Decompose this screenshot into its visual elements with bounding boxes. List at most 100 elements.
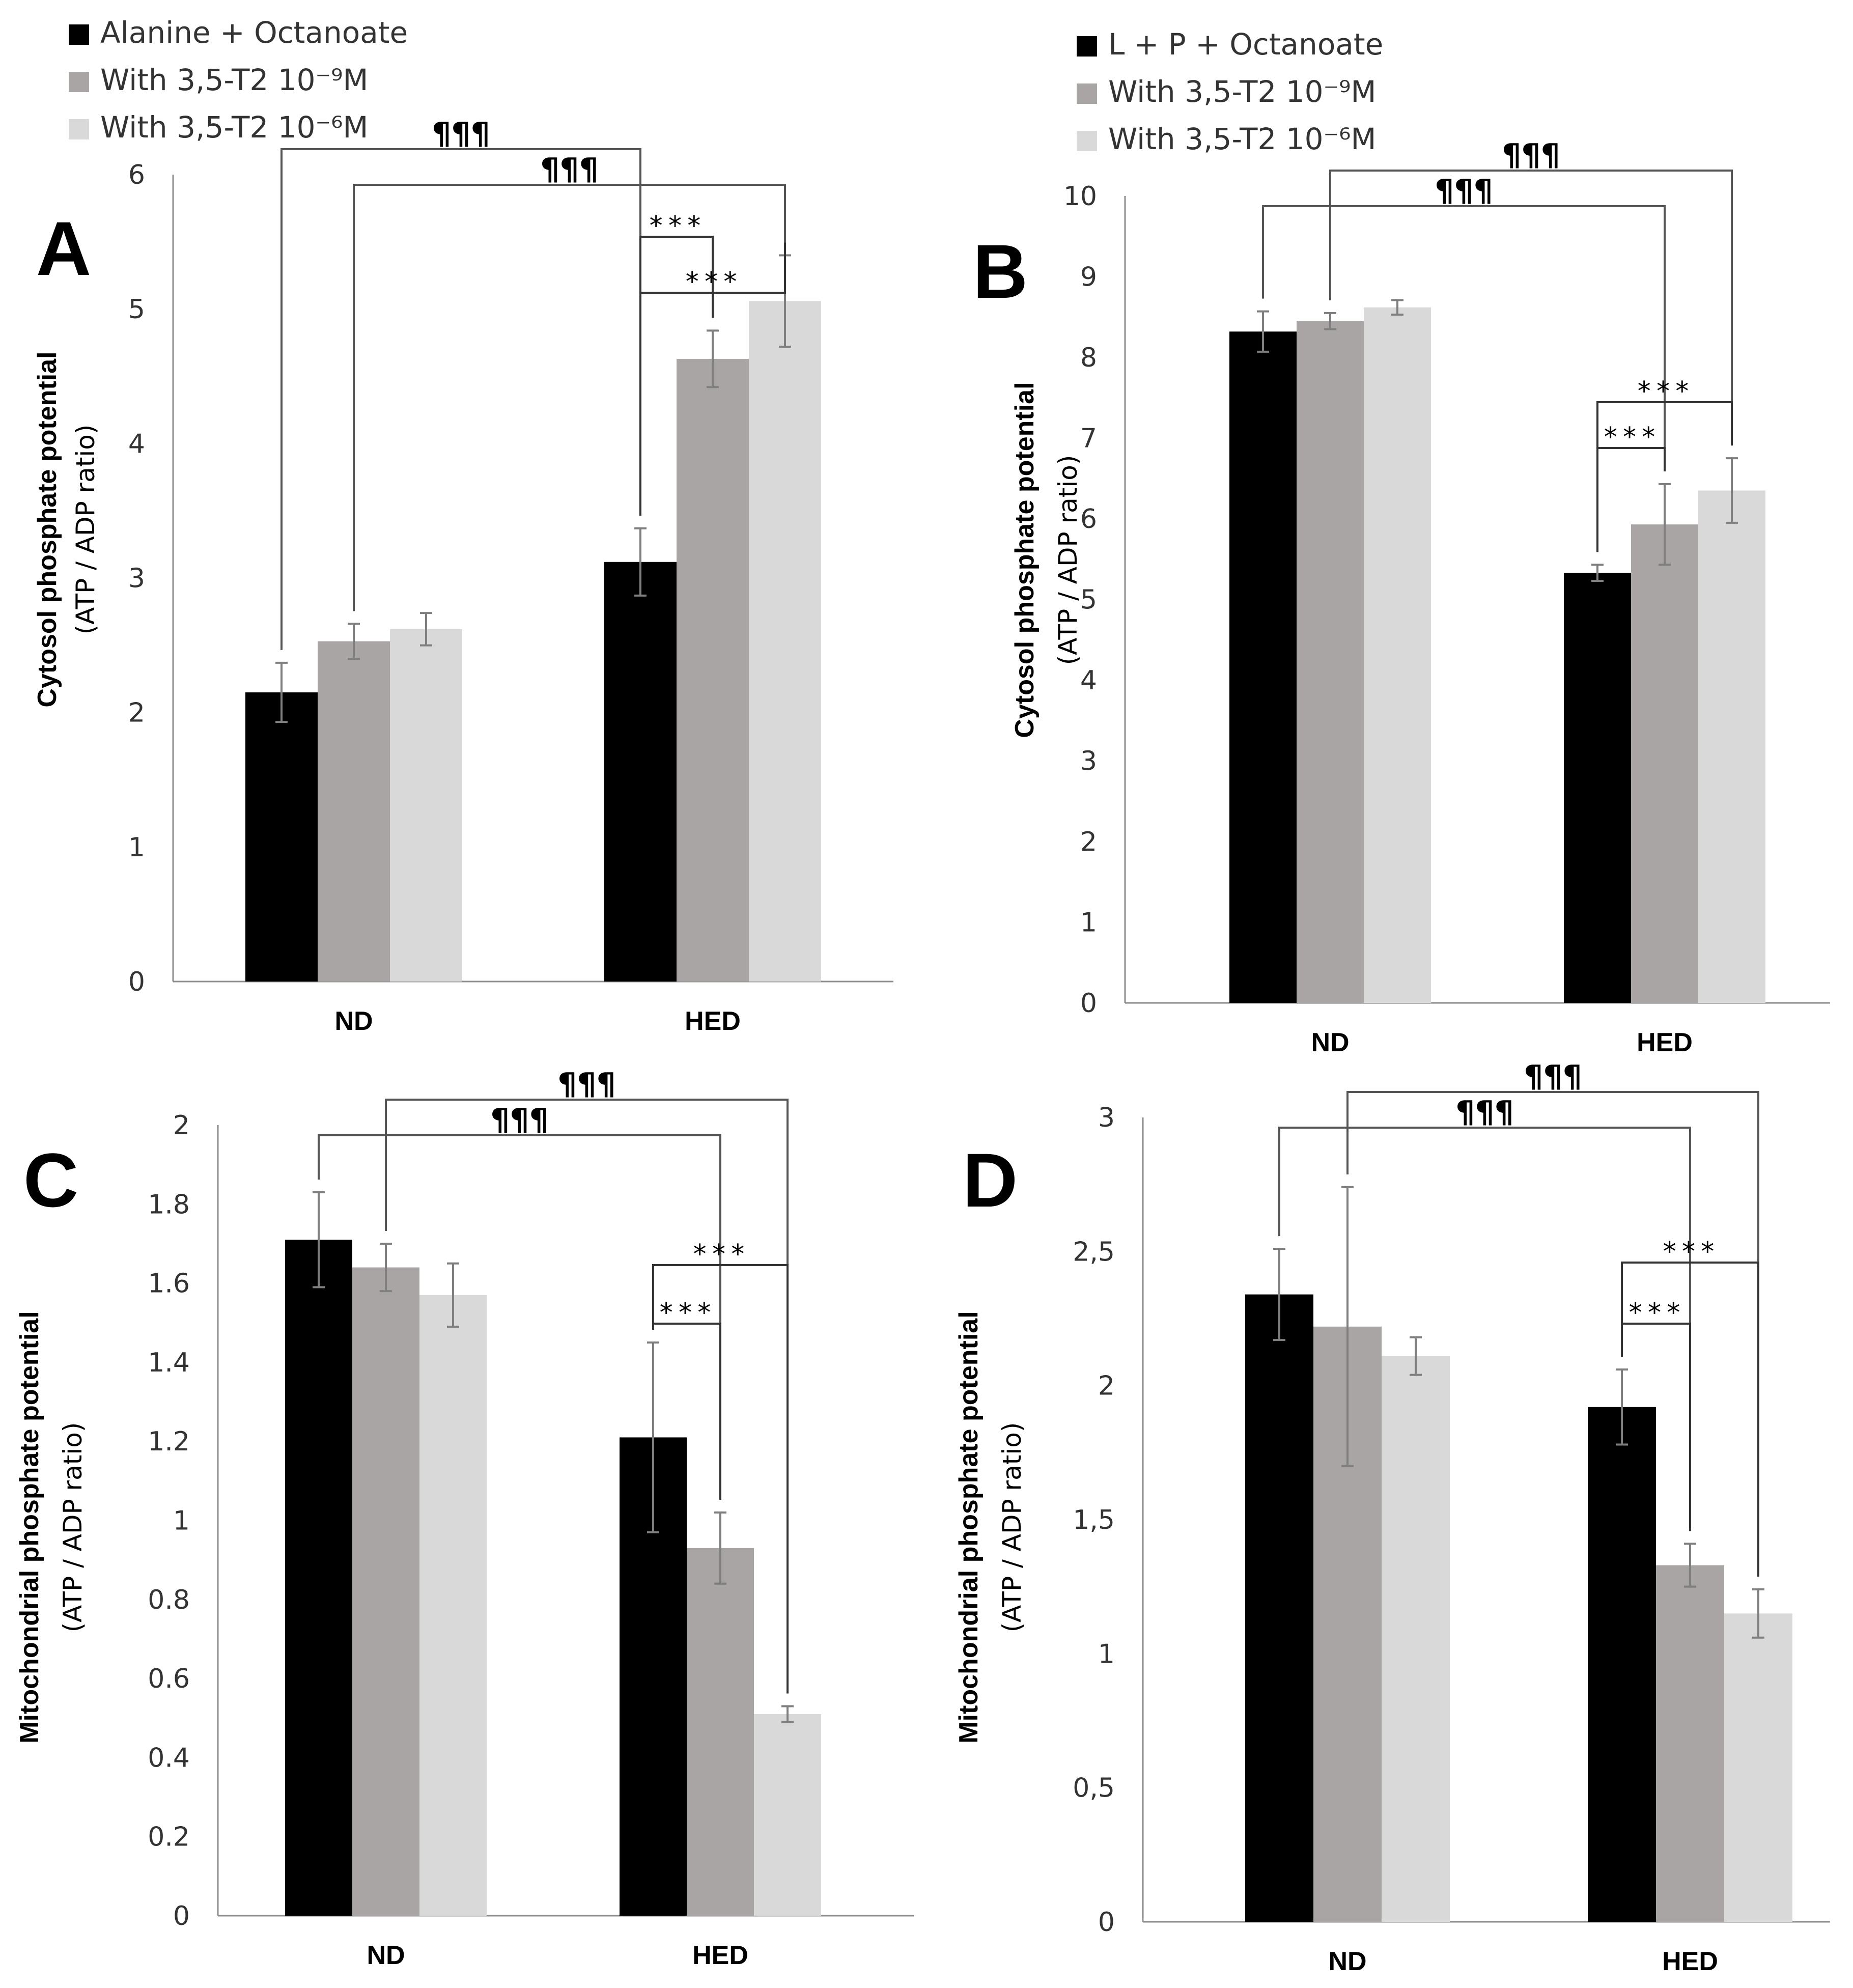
y-tick-label-C: 0.8: [148, 1585, 190, 1615]
significance-bracket-C: [318, 1134, 721, 1500]
y-axis-label-B: Cytosol phosphate potential: [1010, 382, 1040, 738]
panel-letter-B: B: [973, 229, 1028, 314]
x-category-label-B: HED: [1637, 1028, 1693, 1057]
legend_right: L + P + Octanoate With 3,5-T2 10⁻⁹M With 3…: [1077, 27, 1383, 156]
chart-D: D Mitochondrial phosphate potential (ATP /…: [954, 1059, 1830, 1976]
significance-bracket-D: [1621, 1262, 1759, 1577]
bar-C-nd-s0: [285, 1240, 352, 1916]
legend_right-swatch-1: [1077, 83, 1097, 104]
legend_left-swatch-1: [69, 72, 89, 92]
significance-label-A: ***: [648, 211, 705, 241]
significance-bracket-A: [280, 148, 641, 650]
chart-C: C Mitochondrial phosphate potential (ATP /…: [15, 1067, 914, 1970]
x-category-label-B: ND: [1311, 1028, 1349, 1057]
legend_right-label-2: With 3,5-T2 10⁻⁶M: [1108, 122, 1376, 156]
legend_left-label-2: With 3,5-T2 10⁻⁶M: [100, 110, 368, 145]
panel-letter-D: D: [963, 1137, 1018, 1223]
significance-bracket-C: [652, 1264, 789, 1694]
y-tick-label-B: 5: [1080, 585, 1097, 615]
y-tick-label-C: 2: [173, 1110, 190, 1141]
bar-C-hed-s1: [687, 1548, 754, 1916]
y-tick-label-C: 1.8: [148, 1189, 190, 1220]
legend_right-swatch-2: [1077, 131, 1097, 151]
x-category-label-A: ND: [334, 1006, 373, 1036]
bar-D-nd-s2: [1382, 1356, 1450, 1922]
panel-letter-A: A: [36, 206, 91, 291]
y-tick-label-C: 0.4: [148, 1743, 190, 1773]
y-tick-label-D: 2: [1098, 1371, 1115, 1402]
bar-B-hed-s1: [1631, 524, 1698, 1003]
significance-bracket-B: [1596, 447, 1666, 552]
bar-B-hed-s0: [1564, 573, 1631, 1003]
significance-bracket-B: [1262, 205, 1666, 471]
legend_right-swatch-0: [1077, 36, 1097, 57]
panel-letter-C: C: [23, 1137, 78, 1223]
bar-D-nd-s0: [1245, 1294, 1313, 1922]
y-tick-label-D: 3: [1098, 1103, 1115, 1133]
y-tick-label-A: 3: [128, 564, 145, 594]
bar-A-hed-s2: [749, 301, 821, 982]
significance-bracket-A: [353, 184, 786, 611]
chart-A: A Cytosol phosphate potential (ATP / ADP r…: [33, 116, 893, 1036]
y-axis-sublabel-D: (ATP / ADP ratio): [997, 1422, 1027, 1633]
bar-D-hed-s0: [1588, 1407, 1656, 1922]
significance-bracket-D: [1621, 1323, 1691, 1531]
bar-A-hed-s1: [677, 358, 749, 982]
y-axis-sublabel-B: (ATP / ADP ratio): [1053, 455, 1083, 665]
y-axis-label-A: Cytosol phosphate potential: [33, 351, 62, 707]
y-axis-label-D: Mitochondrial phosphate potential: [954, 1311, 984, 1743]
legend_right-label-1: With 3,5-T2 10⁻⁹M: [1108, 74, 1376, 109]
x-category-label-A: HED: [685, 1006, 741, 1036]
y-tick-label-D: 2,5: [1073, 1237, 1115, 1267]
legend_left-swatch-0: [69, 24, 89, 45]
significance-bracket-A: [639, 242, 786, 516]
y-tick-label-B: 2: [1080, 827, 1097, 857]
significance-label-B: ***: [1636, 376, 1693, 407]
y-tick-label-B: 0: [1080, 988, 1097, 1019]
y-tick-label-C: 1: [173, 1506, 190, 1536]
legend_left-label-1: With 3,5-T2 10⁻⁹M: [100, 63, 368, 97]
legend_right-label-0: L + P + Octanoate: [1108, 27, 1383, 62]
y-tick-label-B: 8: [1080, 343, 1097, 373]
y-tick-label-A: 5: [128, 294, 145, 325]
significance-label-C: ¶¶¶: [557, 1067, 616, 1102]
y-tick-label-C: 0.2: [148, 1822, 190, 1853]
y-tick-label-A: 1: [128, 832, 145, 863]
bar-A-nd-s0: [245, 692, 318, 982]
x-category-label-D: HED: [1662, 1947, 1718, 1976]
significance-label-D: ¶¶¶: [1524, 1059, 1582, 1095]
y-tick-label-D: 1,5: [1073, 1505, 1115, 1535]
bar-B-hed-s2: [1698, 490, 1765, 1003]
significance-label-B: ¶¶¶: [1435, 173, 1493, 209]
significance-label-B: ***: [1603, 422, 1660, 453]
bar-A-nd-s2: [390, 629, 462, 982]
bar-D-hed-s1: [1656, 1565, 1724, 1922]
significance-label-D: ***: [1627, 1298, 1684, 1328]
bar-C-nd-s1: [352, 1267, 419, 1916]
bar-A-hed-s0: [604, 562, 677, 982]
bar-B-nd-s1: [1297, 321, 1364, 1003]
chart-B: B Cytosol phosphate potential (ATP / ADP r…: [973, 137, 1830, 1057]
y-tick-label-A: 6: [128, 160, 145, 190]
significance-bracket-C: [652, 1323, 721, 1500]
legend_left-label-0: Alanine + Octanoate: [100, 15, 408, 50]
y-tick-label-C: 1.6: [148, 1269, 190, 1299]
bar-C-nd-s2: [419, 1295, 487, 1916]
significance-label-A: ¶¶¶: [540, 152, 599, 187]
x-category-label-C: ND: [367, 1941, 405, 1970]
y-tick-label-A: 0: [128, 967, 145, 997]
y-tick-label-C: 0: [173, 1901, 190, 1931]
y-tick-label-B: 9: [1080, 262, 1097, 293]
significance-label-D: ***: [1662, 1237, 1719, 1267]
x-category-label-D: ND: [1328, 1947, 1366, 1976]
significance-label-B: ¶¶¶: [1502, 137, 1560, 173]
significance-label-A: ¶¶¶: [432, 116, 490, 152]
y-tick-label-B: 4: [1080, 665, 1097, 696]
y-axis-sublabel-A: (ATP / ADP ratio): [71, 425, 100, 635]
y-axis-sublabel-C: (ATP / ADP ratio): [58, 1422, 88, 1633]
significance-label-D: ¶¶¶: [1455, 1095, 1514, 1130]
significance-label-C: ¶¶¶: [490, 1102, 549, 1138]
legend_left-swatch-2: [69, 119, 89, 139]
